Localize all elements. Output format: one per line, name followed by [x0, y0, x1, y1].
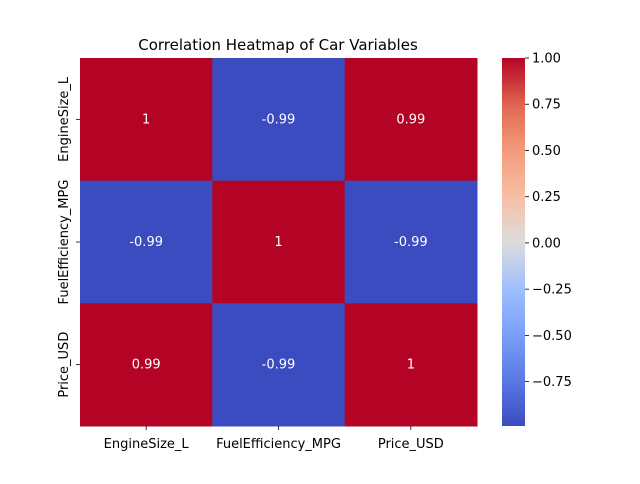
- heatmap-cell: [212, 303, 346, 427]
- heatmap-cell: [212, 180, 346, 304]
- x-tick-label: EngineSize_L: [104, 437, 190, 452]
- heatmap-cell: [212, 58, 346, 182]
- heatmap-cells: [80, 58, 478, 427]
- heatmap-cell: [80, 180, 213, 304]
- colorbar: 1.00 0.75 0.50 0.25 0.00 −0.25 −0.50 −0.75: [502, 52, 572, 426]
- heatmap-annotations: 1 -0.99 0.99 -0.99 1 -0.99 0.99 -0.99 1: [129, 112, 427, 372]
- x-axis: EngineSize_L FuelEfficiency_MPG Price_USD: [104, 426, 444, 452]
- heatmap-cell: [80, 58, 213, 182]
- cell-annotation: -0.99: [394, 235, 428, 250]
- colorbar-tick-label: 0.50: [532, 144, 561, 159]
- cell-annotation: 0.99: [396, 112, 425, 127]
- colorbar-tick-label: −0.50: [532, 329, 572, 344]
- x-tick-label: Price_USD: [378, 437, 444, 452]
- cell-annotation: 0.99: [132, 358, 161, 373]
- y-tick-label: Price_USD: [57, 332, 72, 398]
- y-tick-label: FuelEfficiency_MPG: [57, 180, 72, 305]
- cell-annotation: -0.99: [129, 235, 163, 250]
- colorbar-tick-label: −0.75: [532, 375, 572, 390]
- colorbar-tick-label: 1.00: [532, 52, 561, 67]
- colorbar-tick-label: −0.25: [532, 283, 572, 298]
- cell-annotation: -0.99: [262, 358, 296, 373]
- heatmap-cell: [80, 303, 213, 427]
- y-axis: EngineSize_L FuelEfficiency_MPG Price_USD: [57, 76, 80, 398]
- heatmap-cell: [344, 180, 478, 304]
- colorbar-tick-label: 0.25: [532, 190, 561, 205]
- cell-annotation: 1: [274, 235, 282, 250]
- colorbar-gradient: [502, 58, 525, 426]
- colorbar-tick-label: 0.00: [532, 236, 561, 251]
- chart-title: Correlation Heatmap of Car Variables: [138, 36, 418, 54]
- y-tick-label: EngineSize_L: [57, 76, 72, 162]
- heatmap-cell: [344, 303, 478, 427]
- x-tick-label: FuelEfficiency_MPG: [216, 437, 341, 452]
- cell-annotation: 1: [407, 358, 415, 373]
- colorbar-tick-label: 0.75: [532, 98, 561, 113]
- cell-annotation: -0.99: [262, 112, 296, 127]
- cell-annotation: 1: [142, 112, 150, 127]
- heatmap-cell: [344, 58, 478, 182]
